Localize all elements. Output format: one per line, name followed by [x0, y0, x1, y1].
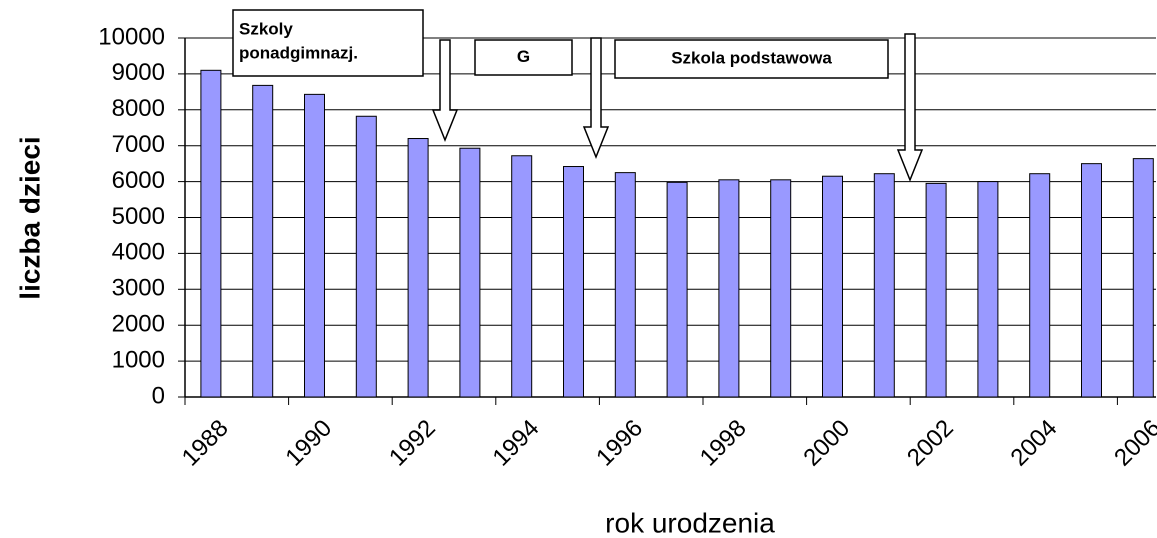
bar — [1029, 173, 1051, 398]
arrow — [896, 33, 924, 183]
bar — [873, 173, 895, 398]
y-axis-label: liczba dzieci — [14, 136, 45, 299]
y-tick-label: 0 — [152, 382, 165, 409]
bar — [1132, 158, 1154, 398]
annotation: Szkola podstawowa — [671, 48, 832, 67]
annotation: G — [517, 47, 530, 66]
y-tick-label: 6000 — [112, 167, 165, 194]
x-tick-label: 2002 — [902, 415, 959, 472]
bar — [407, 138, 429, 398]
x-tick-label: 2000 — [798, 415, 855, 472]
x-tick-label: 1988 — [177, 415, 234, 472]
bar — [977, 181, 999, 398]
arrow — [431, 39, 459, 143]
arrow — [582, 37, 610, 160]
annotation-box — [474, 39, 573, 76]
bar — [1081, 163, 1102, 398]
y-tick-label: 2000 — [112, 311, 165, 338]
bar — [718, 179, 740, 398]
y-tick-label: 9000 — [112, 59, 165, 86]
x-tick-label: 1994 — [488, 415, 545, 472]
y-tick-label: 1000 — [112, 346, 165, 373]
y-tick-label: 7000 — [112, 131, 165, 158]
bar — [459, 147, 481, 398]
y-tick-label: 4000 — [112, 239, 165, 266]
bar — [355, 115, 377, 398]
bar — [200, 69, 222, 398]
y-tick-label: 5000 — [112, 203, 165, 230]
bar — [925, 182, 947, 398]
x-tick-label: 1998 — [695, 415, 752, 472]
x-tick-label: 2006 — [1109, 415, 1157, 472]
bar — [304, 93, 325, 398]
bar — [614, 172, 636, 398]
bar — [252, 84, 274, 398]
bar — [822, 175, 843, 398]
bar — [511, 155, 533, 398]
annotation: ponadgimnazj. — [239, 43, 358, 62]
x-tick-label: 2004 — [1006, 415, 1063, 472]
x-tick-label: 1996 — [591, 415, 648, 472]
x-axis-label: rok urodzenia — [605, 507, 775, 538]
annotation: Szkoly — [239, 19, 293, 38]
annotation-box — [614, 39, 889, 79]
x-tick-label: 1990 — [280, 415, 337, 472]
y-tick-label: 3000 — [112, 275, 165, 302]
bar — [770, 179, 792, 398]
x-tick-label: 1992 — [384, 415, 441, 472]
bar — [666, 181, 688, 398]
annotation-box — [232, 9, 424, 77]
bar — [563, 166, 584, 398]
y-tick-label: 10000 — [98, 23, 165, 50]
y-tick-label: 8000 — [112, 95, 165, 122]
